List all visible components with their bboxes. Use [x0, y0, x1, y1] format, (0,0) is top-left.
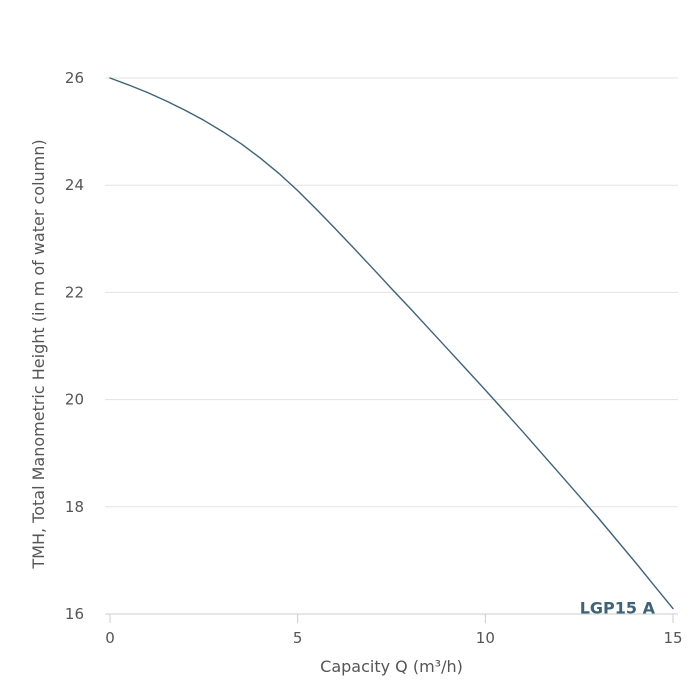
x-tick-label: 10: [476, 629, 495, 647]
y-tick-label: 16: [65, 605, 84, 623]
y-tick-label: 18: [65, 498, 84, 516]
y-axis-ticks: 16 18 20 22 24 26: [65, 69, 84, 623]
x-tick-label: 15: [663, 629, 682, 647]
x-axis-ticks: 0 5 10 15: [105, 614, 683, 647]
y-axis-title: TMH, Total Manometric Height (in m of wa…: [29, 139, 48, 569]
y-tick-label: 22: [65, 283, 84, 301]
y-tick-label: 24: [65, 176, 84, 194]
y-tick-label: 26: [65, 69, 84, 87]
grid-lines: [105, 77, 678, 508]
series-label: LGP15 A: [580, 599, 656, 618]
x-axis-title: Capacity Q (m³/h): [320, 657, 463, 676]
series-group: LGP15 A: [109, 77, 674, 618]
x-tick-label: 0: [105, 629, 115, 647]
y-tick-label: 20: [65, 391, 84, 409]
series-line: [109, 77, 674, 610]
x-tick-label: 5: [293, 629, 303, 647]
